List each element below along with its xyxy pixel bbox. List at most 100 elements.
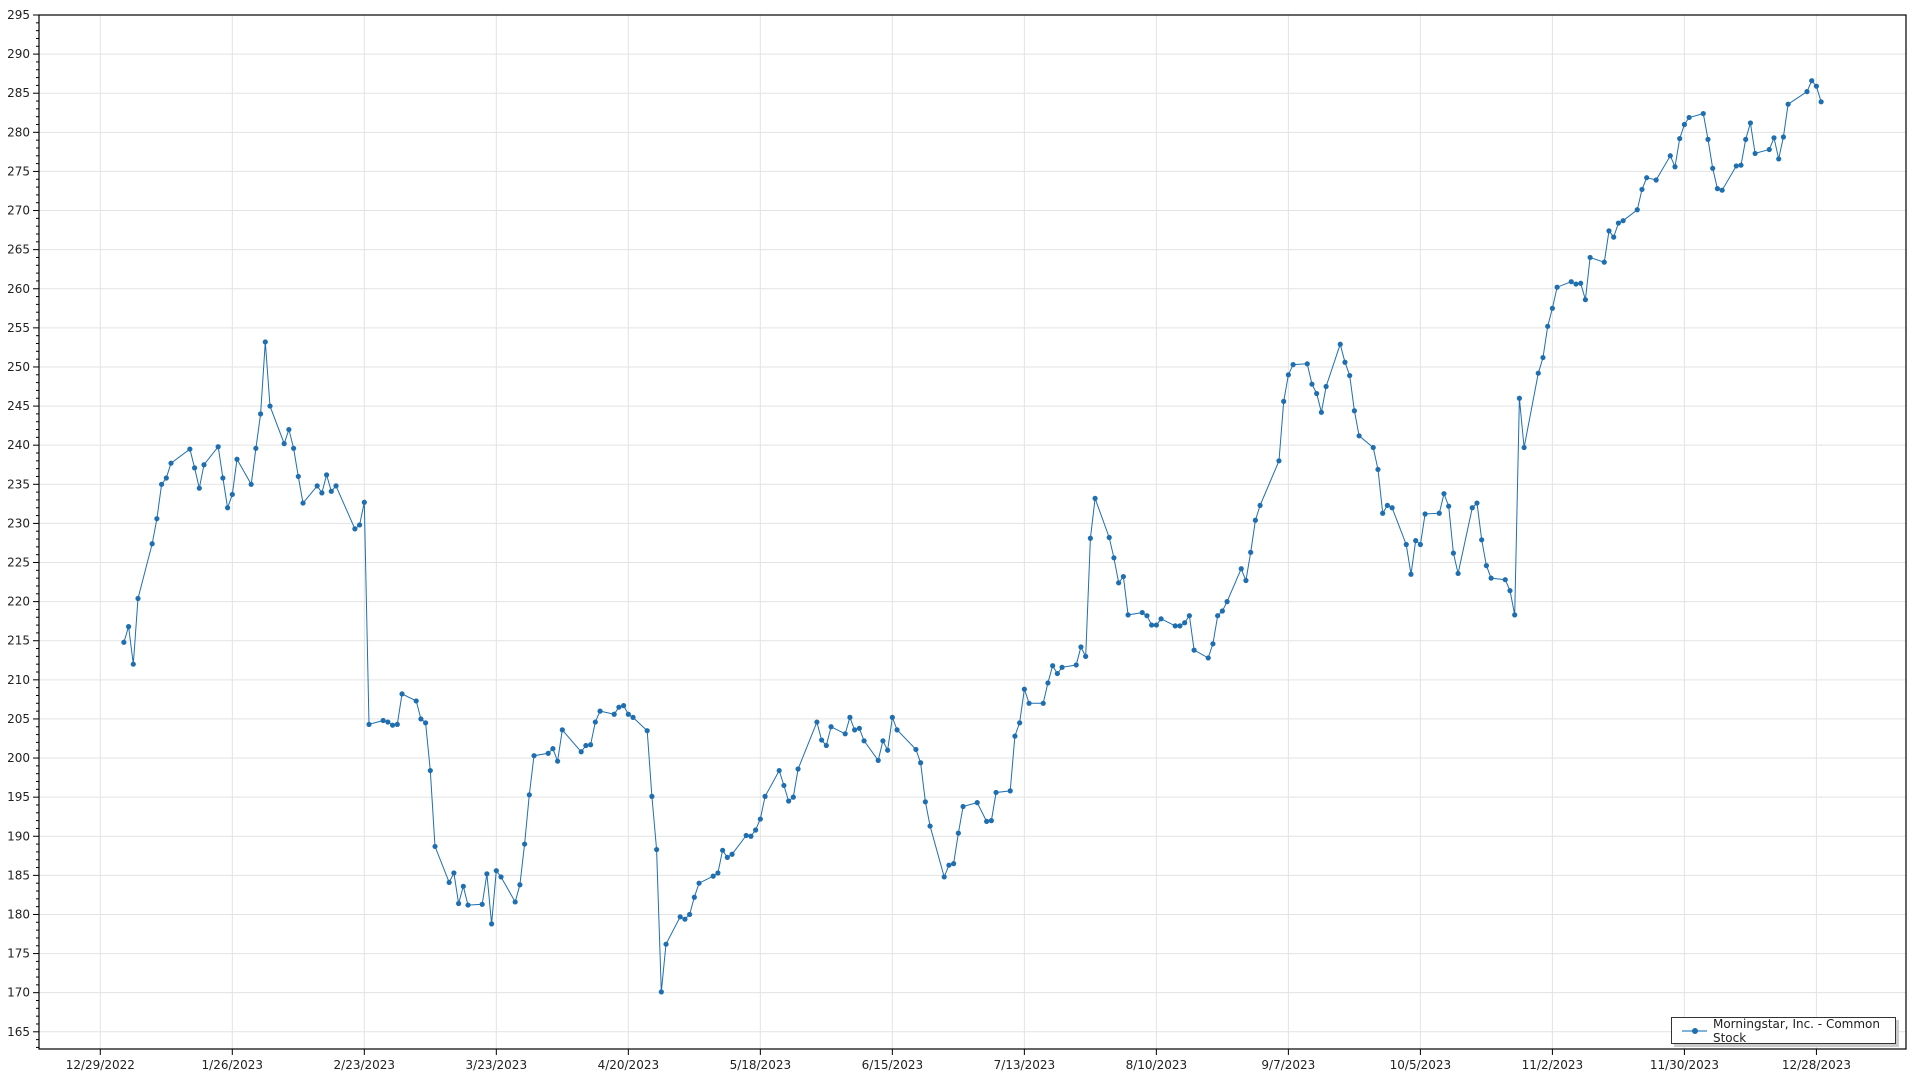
data-point bbox=[1813, 83, 1820, 89]
data-point bbox=[819, 737, 825, 743]
data-point bbox=[323, 472, 330, 478]
data-point bbox=[1073, 662, 1079, 668]
data-point bbox=[1606, 228, 1612, 234]
data-point bbox=[1059, 664, 1065, 670]
data-point bbox=[1422, 511, 1428, 517]
x-tick-label: 5/18/2023 bbox=[730, 1058, 792, 1072]
data-point bbox=[1120, 573, 1126, 580]
x-tick-label: 11/2/2023 bbox=[1522, 1058, 1584, 1072]
data-point bbox=[583, 742, 589, 749]
data-point bbox=[432, 843, 438, 850]
y-tick-label: 225 bbox=[7, 556, 30, 570]
data-point bbox=[465, 902, 471, 908]
data-point bbox=[1413, 538, 1419, 544]
x-tick-label: 11/30/2023 bbox=[1650, 1058, 1719, 1072]
x-tick-label: 7/13/2023 bbox=[994, 1058, 1056, 1072]
data-point bbox=[1314, 390, 1320, 397]
data-point bbox=[1238, 566, 1244, 572]
data-point bbox=[1370, 444, 1376, 451]
data-point bbox=[1738, 162, 1744, 168]
y-tick-label: 290 bbox=[7, 47, 30, 61]
data-point bbox=[1672, 164, 1678, 170]
data-point bbox=[517, 882, 523, 888]
y-tick-label: 250 bbox=[7, 360, 30, 374]
data-point bbox=[1182, 620, 1188, 626]
data-point bbox=[1285, 372, 1291, 378]
data-point bbox=[1545, 323, 1551, 329]
data-point bbox=[1667, 153, 1673, 159]
data-point bbox=[625, 711, 631, 717]
data-point bbox=[795, 766, 801, 772]
data-point bbox=[1342, 359, 1348, 365]
data-point bbox=[1389, 505, 1395, 511]
data-point bbox=[121, 639, 127, 645]
data-point bbox=[333, 483, 339, 489]
data-point bbox=[984, 818, 990, 824]
y-tick-label: 175 bbox=[7, 947, 30, 961]
data-point bbox=[1446, 503, 1452, 509]
data-point bbox=[677, 914, 683, 920]
y-tick-label: 170 bbox=[7, 986, 30, 1000]
data-point bbox=[479, 901, 485, 907]
x-tick-label: 4/20/2023 bbox=[598, 1058, 660, 1072]
data-point bbox=[1205, 655, 1211, 661]
data-point bbox=[427, 767, 433, 774]
data-point bbox=[257, 411, 264, 417]
data-point bbox=[1436, 510, 1442, 516]
data-point bbox=[1248, 549, 1254, 555]
data-point bbox=[295, 473, 301, 480]
data-point bbox=[555, 758, 561, 764]
data-point bbox=[1479, 537, 1485, 543]
data-point bbox=[875, 757, 881, 763]
data-point bbox=[1677, 135, 1683, 142]
y-tick-label: 255 bbox=[7, 321, 30, 335]
data-point bbox=[1776, 156, 1782, 162]
data-point bbox=[1158, 616, 1164, 622]
data-point bbox=[1615, 220, 1622, 226]
data-point bbox=[616, 704, 622, 710]
data-point bbox=[1469, 505, 1475, 511]
data-point bbox=[611, 711, 617, 717]
data-point bbox=[168, 460, 174, 466]
data-point bbox=[894, 727, 900, 733]
data-point bbox=[743, 832, 749, 839]
data-point bbox=[1054, 670, 1060, 677]
data-point bbox=[1257, 502, 1263, 509]
data-point bbox=[545, 750, 551, 756]
data-point bbox=[1040, 700, 1046, 706]
data-point bbox=[1417, 541, 1423, 548]
x-tick-label: 6/15/2023 bbox=[862, 1058, 924, 1072]
data-point bbox=[229, 491, 235, 498]
data-point bbox=[1026, 700, 1032, 706]
data-point bbox=[649, 793, 655, 799]
y-tick-label: 210 bbox=[7, 673, 30, 687]
y-tick-label: 235 bbox=[7, 477, 30, 491]
x-tick-label: 1/26/2023 bbox=[202, 1058, 264, 1072]
data-point bbox=[248, 481, 254, 487]
data-point bbox=[1752, 150, 1758, 157]
data-point bbox=[861, 738, 867, 744]
data-point bbox=[1380, 510, 1386, 516]
x-tick-label: 12/29/2022 bbox=[66, 1058, 135, 1072]
data-point bbox=[385, 719, 391, 725]
data-point bbox=[814, 719, 820, 725]
data-point bbox=[1351, 408, 1357, 414]
data-point bbox=[1714, 186, 1721, 192]
grid bbox=[39, 14, 1906, 1049]
data-point bbox=[1455, 570, 1461, 577]
data-point bbox=[630, 714, 636, 720]
x-tick-label: 3/23/2023 bbox=[466, 1058, 528, 1072]
data-point bbox=[352, 526, 358, 532]
data-point bbox=[286, 426, 292, 433]
data-point bbox=[253, 445, 259, 451]
y-tick-label: 215 bbox=[7, 634, 30, 648]
data-point bbox=[1540, 354, 1546, 361]
data-point bbox=[1809, 78, 1815, 84]
data-point bbox=[1144, 613, 1150, 619]
data-point bbox=[592, 719, 598, 725]
data-point bbox=[389, 722, 396, 728]
axes: 165 170 175 180 185 190 195 200 205 210 215 220 225 2… bbox=[7, 8, 1907, 1072]
data-point bbox=[1512, 612, 1518, 618]
data-point bbox=[823, 742, 829, 749]
y-tick-label: 230 bbox=[7, 516, 30, 530]
